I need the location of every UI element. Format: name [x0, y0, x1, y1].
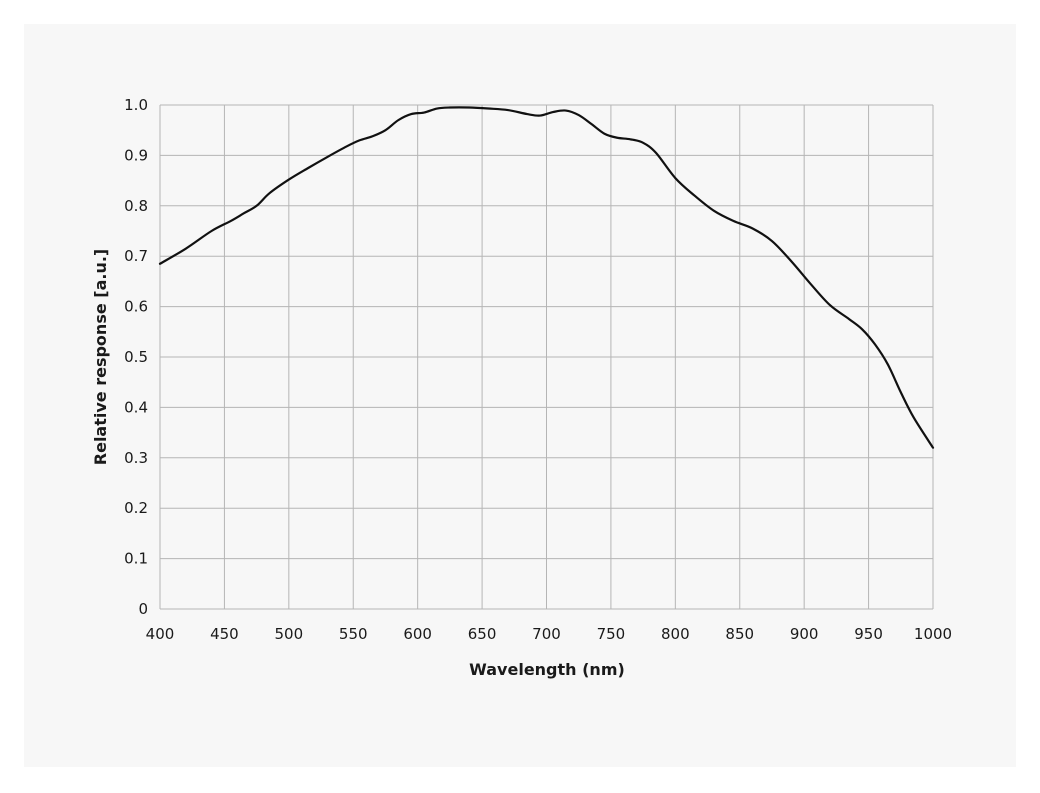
x-tick-label: 700 [532, 625, 561, 643]
x-tick-label: 650 [468, 625, 497, 643]
y-tick-label: 0.8 [124, 197, 148, 215]
y-tick-label: 0.3 [124, 449, 148, 467]
x-tick-label: 800 [661, 625, 690, 643]
x-tick-label: 850 [725, 625, 754, 643]
y-tick-label: 0.6 [124, 298, 148, 316]
y-tick-label: 0.7 [124, 247, 148, 265]
x-tick-label: 550 [339, 625, 368, 643]
series-line [158, 106, 935, 449]
y-tick-label: 0.2 [124, 499, 148, 517]
y-tick-label: 0.9 [124, 146, 148, 164]
x-tick-label: 950 [854, 625, 883, 643]
y-tick-label: 0.1 [124, 550, 148, 568]
y-tick-label: 1.0 [124, 96, 148, 114]
y-tick-label: 0.4 [124, 398, 148, 416]
y-tick-label: 0 [138, 600, 148, 618]
x-tick-label: 600 [403, 625, 432, 643]
x-tick-label: 1000 [914, 625, 952, 643]
x-axis-label: Wavelength (nm) [469, 660, 625, 679]
y-axis-ticks: 0 0.1 0.2 0.3 0.4 0.5 0.6 0.7 0.8 0.9 1.0 [124, 96, 148, 618]
x-tick-label: 500 [275, 625, 304, 643]
x-tick-label: 400 [146, 625, 175, 643]
x-tick-label: 750 [597, 625, 626, 643]
x-tick-label: 900 [790, 625, 819, 643]
x-axis-ticks: 400 450 500 550 600 650 700 750 800 850 900 950 1000 [146, 625, 952, 643]
y-axis-label: Relative response [a.u.] [91, 249, 110, 465]
chart-panel [24, 24, 1016, 767]
x-tick-label: 450 [210, 625, 239, 643]
grid [159, 104, 934, 610]
y-tick-label: 0.5 [124, 348, 148, 366]
